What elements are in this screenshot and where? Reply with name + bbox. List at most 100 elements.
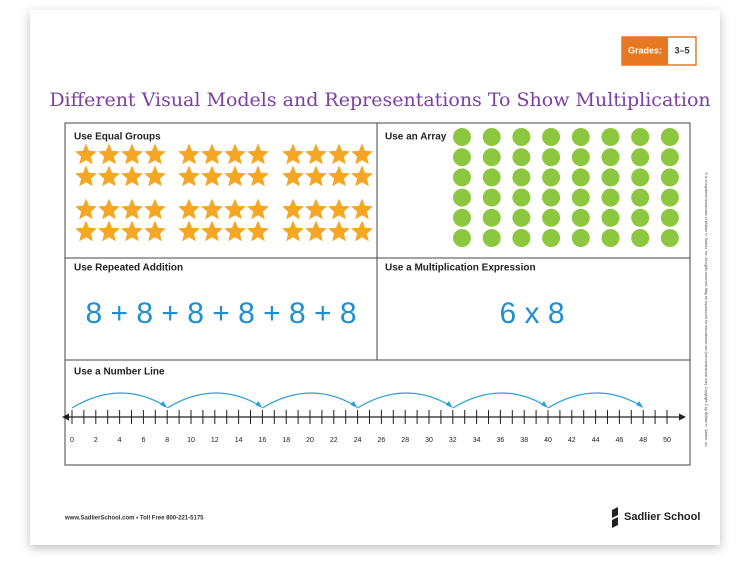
star xyxy=(351,220,373,242)
panel-label: Use a Multiplication Expression xyxy=(385,263,536,274)
title: Different Visual Models and Representati… xyxy=(49,89,710,111)
star xyxy=(328,165,350,187)
star xyxy=(75,198,97,220)
star xyxy=(247,143,269,165)
dot xyxy=(512,148,531,167)
star xyxy=(351,143,373,165)
dot xyxy=(542,188,561,207)
star xyxy=(178,198,200,220)
star xyxy=(121,165,143,187)
logo-mark xyxy=(612,507,618,528)
dot xyxy=(482,168,501,187)
dot xyxy=(453,188,471,207)
dot xyxy=(512,128,531,146)
paper xyxy=(30,10,720,545)
number-label: 16 xyxy=(259,437,267,444)
dot xyxy=(571,168,590,187)
dot xyxy=(482,148,501,167)
star xyxy=(98,143,120,165)
star xyxy=(282,165,304,187)
number-label: 0 xyxy=(70,437,74,444)
number-label: 36 xyxy=(497,437,505,444)
dot xyxy=(601,148,620,167)
dot xyxy=(482,208,501,227)
number-label: 40 xyxy=(544,437,552,444)
number-label: 44 xyxy=(592,437,600,444)
dot xyxy=(453,208,471,227)
star xyxy=(144,143,166,165)
panel-label: Use Equal Groups xyxy=(74,132,161,143)
star xyxy=(328,143,350,165)
dot xyxy=(453,168,471,187)
star xyxy=(328,198,350,220)
star xyxy=(75,143,97,165)
dot xyxy=(542,168,561,187)
dot xyxy=(631,168,650,187)
number-label: 26 xyxy=(378,437,386,444)
dot xyxy=(601,128,620,146)
star xyxy=(282,143,304,165)
arrow-head xyxy=(679,413,686,421)
number-label: 24 xyxy=(354,437,362,444)
dot xyxy=(660,148,679,167)
jump-head xyxy=(636,401,644,408)
star xyxy=(351,165,373,187)
panel-label: Use an Array xyxy=(385,132,447,143)
number-label: 2 xyxy=(94,437,98,444)
number-label: 12 xyxy=(211,437,219,444)
number-label: 4 xyxy=(118,437,122,444)
number-label: 46 xyxy=(616,437,624,444)
panel-label: Use Repeated Addition xyxy=(74,263,183,274)
dot xyxy=(542,208,561,227)
dot xyxy=(631,148,650,167)
star xyxy=(247,165,269,187)
dot xyxy=(571,148,590,167)
dot xyxy=(601,188,620,207)
dot xyxy=(660,229,679,247)
arrow-head xyxy=(62,413,69,421)
dot xyxy=(453,229,471,247)
star xyxy=(178,220,200,242)
number-label: 18 xyxy=(282,437,290,444)
star xyxy=(144,220,166,242)
number-label: 22 xyxy=(330,437,338,444)
jump-arc xyxy=(262,392,356,409)
number-label: 38 xyxy=(520,437,528,444)
grid-frame xyxy=(64,122,691,466)
dot xyxy=(571,128,590,146)
number-label: 8 xyxy=(165,437,169,444)
number-label: 30 xyxy=(425,437,433,444)
number-label: 20 xyxy=(306,437,314,444)
star xyxy=(98,165,120,187)
panel-label: Use a Number Line xyxy=(74,367,165,378)
number-label: 42 xyxy=(568,437,576,444)
number-label: 48 xyxy=(639,437,647,444)
dot xyxy=(542,148,561,167)
dot xyxy=(482,229,501,247)
star xyxy=(247,220,269,242)
star xyxy=(201,143,223,165)
dot xyxy=(512,168,531,187)
jump-arc xyxy=(166,392,261,409)
jump-head xyxy=(255,401,263,408)
number-label: 28 xyxy=(401,437,409,444)
grades: 3–5 xyxy=(674,45,689,55)
star xyxy=(121,220,143,242)
star xyxy=(75,220,97,242)
star xyxy=(305,165,327,187)
star xyxy=(201,198,223,220)
dot xyxy=(571,188,590,207)
star xyxy=(144,165,166,187)
star xyxy=(224,143,246,165)
star xyxy=(144,198,166,220)
dot xyxy=(601,168,620,187)
footer-contact: www.SadlierSchool.com • Toll Free 800-22… xyxy=(64,516,204,522)
star xyxy=(305,220,327,242)
star xyxy=(328,220,350,242)
multiplication-expression: 6 x 8 xyxy=(499,297,564,330)
dot xyxy=(660,208,679,227)
star xyxy=(305,143,327,165)
star xyxy=(247,198,269,220)
